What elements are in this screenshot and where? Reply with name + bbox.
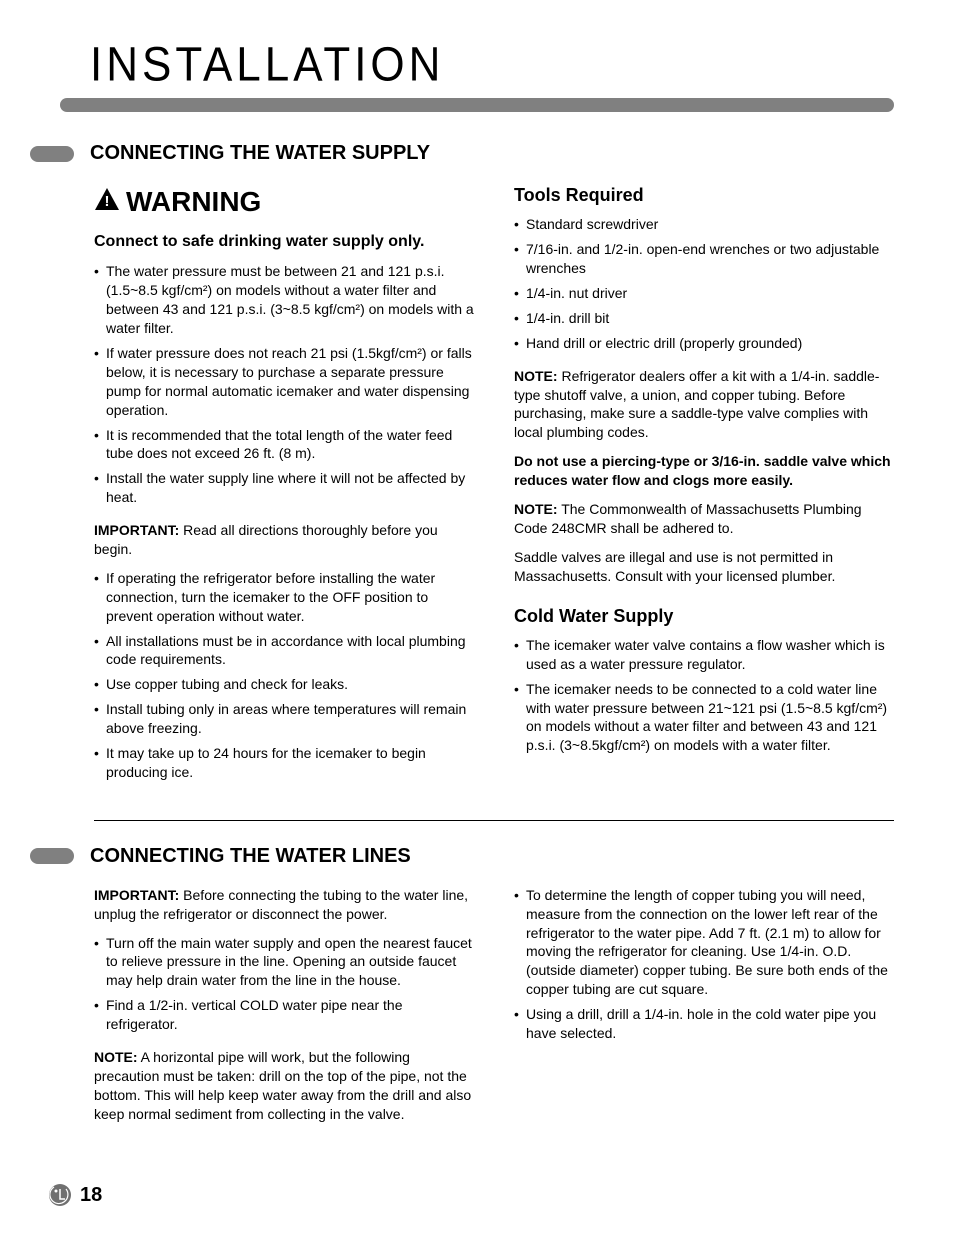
warning-label: WARNING <box>126 183 261 221</box>
bullet-item: To determine the length of copper tubing… <box>514 886 894 999</box>
section-bullet <box>30 848 74 864</box>
warning-heading: ! WARNING <box>94 183 474 221</box>
tools-required-heading: Tools Required <box>514 183 894 207</box>
section-divider <box>94 820 894 821</box>
left-column-water-lines: IMPORTANT: Before connecting the tubing … <box>94 886 474 1134</box>
note-text: The Commonwealth of Massachusetts Plumbi… <box>514 501 862 536</box>
lines-right-list: To determine the length of copper tubing… <box>514 886 894 1043</box>
bullet-item: If water pressure does not reach 21 psi … <box>94 344 474 420</box>
warning-subheading: Connect to safe drinking water supply on… <box>94 231 474 253</box>
massachusetts-text: Saddle valves are illegal and use is not… <box>514 548 894 586</box>
page-number: 18 <box>80 1184 102 1207</box>
bullet-item: The icemaker water valve contains a flow… <box>514 636 894 674</box>
important-label: IMPORTANT: <box>94 887 179 903</box>
important-paragraph: IMPORTANT: Read all directions thoroughl… <box>94 521 474 559</box>
page-footer: 18 <box>48 1183 102 1207</box>
note-paragraph-3: NOTE: A horizontal pipe will work, but t… <box>94 1048 474 1124</box>
section-title: CONNECTING THE WATER SUPPLY <box>90 142 430 165</box>
bullet-item: The icemaker needs to be connected to a … <box>514 680 894 756</box>
note-paragraph-1: NOTE: Refrigerator dealers offer a kit w… <box>514 367 894 443</box>
note-text: Refrigerator dealers offer a kit with a … <box>514 368 879 441</box>
warning-icon: ! <box>94 183 120 221</box>
warning-bullet-list-b: If operating the refrigerator before ins… <box>94 569 474 782</box>
section-header-water-lines: CONNECTING THE WATER LINES <box>30 845 894 868</box>
note-label: NOTE: <box>514 501 558 517</box>
bullet-item: Find a 1/2-in. vertical COLD water pipe … <box>94 996 474 1034</box>
bullet-item: 7/16-in. and 1/2-in. open-end wrenches o… <box>514 240 894 278</box>
warning-bullet-list-a: The water pressure must be between 21 an… <box>94 262 474 507</box>
page-title: INSTALLATION <box>90 38 894 93</box>
section-title: CONNECTING THE WATER LINES <box>90 845 411 868</box>
bullet-item: Use copper tubing and check for leaks. <box>94 675 474 694</box>
section-bullet <box>30 146 74 162</box>
svg-text:!: ! <box>105 193 110 210</box>
bullet-item: 1/4-in. nut driver <box>514 284 894 303</box>
bullet-item: It may take up to 24 hours for the icema… <box>94 744 474 782</box>
bullet-item: 1/4-in. drill bit <box>514 309 894 328</box>
tools-list: Standard screwdriver 7/16-in. and 1/2-in… <box>514 215 894 352</box>
bullet-item: Turn off the main water supply and open … <box>94 934 474 991</box>
title-divider <box>60 98 894 112</box>
note-text: A horizontal pipe will work, but the fol… <box>94 1049 471 1122</box>
bullet-item: Install the water supply line where it w… <box>94 469 474 507</box>
bullet-item: The water pressure must be between 21 an… <box>94 262 474 338</box>
important-label: IMPORTANT: <box>94 522 179 538</box>
bullet-item: All installations must be in accordance … <box>94 632 474 670</box>
note-label: NOTE: <box>94 1049 138 1065</box>
left-column-water-supply: ! WARNING Connect to safe drinking water… <box>94 183 474 796</box>
note-label: NOTE: <box>514 368 558 384</box>
bullet-item: Hand drill or electric drill (properly g… <box>514 334 894 353</box>
cold-water-list: The icemaker water valve contains a flow… <box>514 636 894 755</box>
note-paragraph-2: NOTE: The Commonwealth of Massachusetts … <box>514 500 894 538</box>
important-paragraph-2: IMPORTANT: Before connecting the tubing … <box>94 886 474 924</box>
bullet-item: Using a drill, drill a 1/4-in. hole in t… <box>514 1005 894 1043</box>
section-header-water-supply: CONNECTING THE WATER SUPPLY <box>30 142 894 165</box>
bullet-item: It is recommended that the total length … <box>94 426 474 464</box>
cold-water-heading: Cold Water Supply <box>514 604 894 628</box>
lines-left-list: Turn off the main water supply and open … <box>94 934 474 1034</box>
right-column-water-supply: Tools Required Standard screwdriver 7/16… <box>514 183 894 796</box>
bold-warning-note: Do not use a piercing-type or 3/16-in. s… <box>514 452 894 490</box>
lg-logo-icon <box>48 1183 72 1207</box>
bullet-item: Standard screwdriver <box>514 215 894 234</box>
bullet-item: Install tubing only in areas where tempe… <box>94 700 474 738</box>
bullet-item: If operating the refrigerator before ins… <box>94 569 474 626</box>
right-column-water-lines: To determine the length of copper tubing… <box>514 886 894 1134</box>
